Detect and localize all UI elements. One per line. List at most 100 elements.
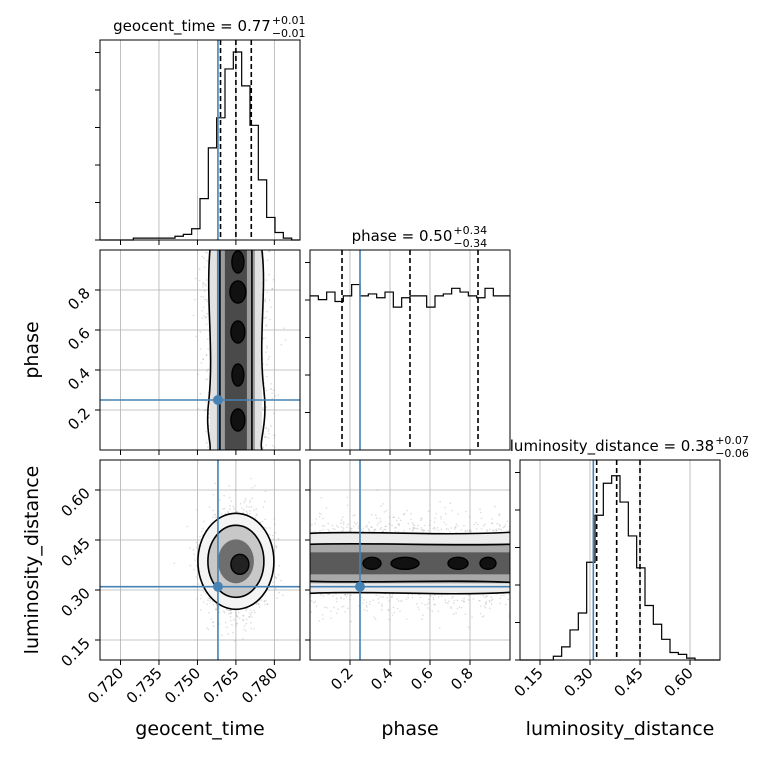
sample-point: [209, 599, 211, 601]
sample-point: [195, 335, 197, 338]
sample-point: [204, 409, 206, 412]
density-contours: [206, 250, 266, 450]
sample-point: [262, 506, 265, 508]
sample-point: [265, 406, 268, 408]
sample-point: [251, 616, 253, 618]
sample-point: [218, 623, 221, 625]
sample-point: [242, 508, 245, 511]
sample-point: [506, 530, 509, 532]
contour-inner-island: [231, 250, 245, 274]
sample-point: [251, 611, 253, 614]
sample-point: [202, 296, 205, 298]
sample-point: [203, 257, 205, 260]
sample-point: [203, 266, 206, 269]
sample-point: [195, 576, 198, 578]
density-contours: [197, 512, 275, 611]
sample-point: [264, 299, 266, 302]
sample-point: [173, 562, 176, 564]
x-tick-label: 0.750: [161, 664, 204, 707]
histogram-phase: [310, 283, 510, 308]
sample-point: [212, 604, 215, 606]
sample-point: [273, 434, 275, 436]
sample-point: [223, 507, 226, 510]
sample-point: [274, 576, 277, 579]
sample-point: [265, 389, 268, 392]
sample-point: [207, 597, 210, 599]
sample-point: [207, 628, 210, 631]
sample-point: [273, 518, 276, 520]
sample-point: [194, 298, 196, 301]
sample-point: [197, 373, 199, 376]
sample-point: [203, 290, 206, 292]
sample-point: [235, 622, 237, 625]
sample-point: [207, 348, 209, 350]
sample-point: [262, 407, 265, 409]
contour-inner-island: [230, 408, 246, 432]
sample-point: [193, 553, 195, 555]
sample-point: [199, 535, 201, 538]
y-tick-label: 0.4: [64, 364, 94, 394]
sample-point: [265, 427, 268, 430]
sample-point: [255, 514, 258, 517]
sample-point: [282, 327, 285, 330]
grid: [349, 250, 471, 450]
sample-point: [215, 608, 217, 611]
sample-point: [243, 625, 246, 627]
sample-point: [263, 600, 266, 603]
sample-point: [225, 608, 228, 611]
sample-point: [270, 388, 273, 390]
sample-point: [265, 325, 268, 327]
sample-point: [267, 430, 270, 432]
sample-point: [230, 619, 232, 622]
sample-point: [196, 509, 198, 511]
panel-frame: [99, 249, 301, 451]
sample-point: [229, 508, 231, 510]
sample-point: [274, 532, 277, 534]
sample-point: [271, 392, 273, 395]
sample-point: [188, 547, 191, 549]
sample-point: [273, 412, 275, 415]
sample-point: [250, 477, 252, 480]
sample-point: [201, 255, 203, 258]
sample-point: [271, 445, 274, 447]
sample-point: [208, 416, 211, 419]
sample-point: [201, 317, 203, 320]
sample-point: [264, 337, 267, 339]
panel-title-text: geocent_time = 0.77: [113, 17, 271, 36]
sample-point: [199, 348, 202, 350]
sample-point: [272, 581, 274, 584]
x-tick-label: 0.45: [610, 664, 646, 700]
sample-point: [212, 625, 215, 627]
sample-point: [248, 616, 250, 618]
sample-point: [206, 298, 208, 301]
sample-point: [272, 389, 275, 392]
y-tick-label: 0.8: [64, 284, 94, 314]
sample-point: [249, 612, 251, 614]
sample-point: [200, 361, 203, 364]
sample-point: [274, 395, 277, 397]
sample-point: [203, 315, 205, 317]
sample-point: [264, 518, 266, 521]
sample-point: [206, 251, 208, 254]
sample-point: [264, 603, 266, 606]
sample-point: [236, 510, 239, 513]
sample-point: [192, 314, 195, 317]
panel-title-phase: phase = 0.50 +0.34−0.34: [352, 224, 488, 250]
sample-point: [204, 316, 206, 319]
sample-point: [196, 598, 198, 600]
sample-point: [264, 300, 267, 303]
sample-point: [245, 505, 248, 508]
sample-point: [232, 631, 234, 634]
sample-point: [240, 507, 243, 509]
sample-point: [263, 526, 266, 529]
sample-point: [204, 251, 207, 254]
sample-point: [228, 612, 230, 615]
sample-point: [205, 316, 208, 318]
contour-inner-island: [229, 280, 247, 304]
sample-point: [250, 506, 253, 508]
sample-point: [236, 622, 238, 625]
sample-point: [270, 306, 272, 308]
sample-point: [277, 394, 280, 396]
sample-point: [280, 579, 282, 582]
sample-point: [214, 482, 216, 485]
